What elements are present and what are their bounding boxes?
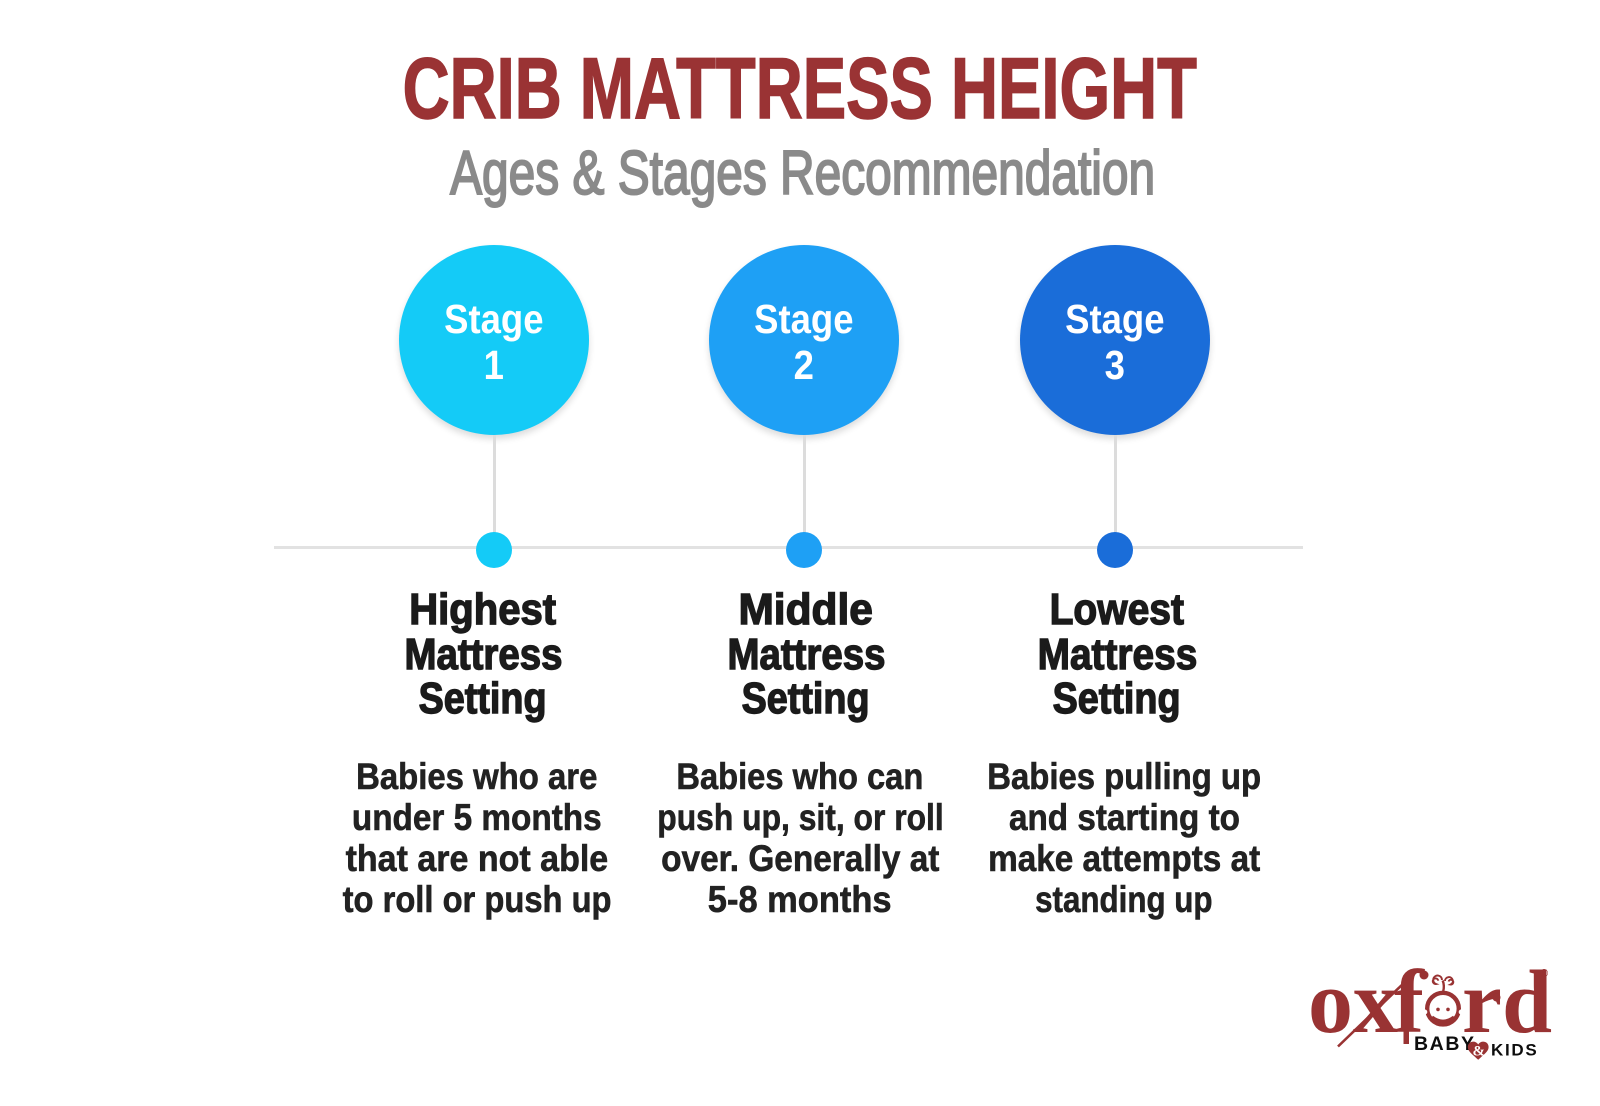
svg-text:KIDS: KIDS [1491, 1041, 1538, 1060]
svg-text:rd: rd [1462, 953, 1552, 1052]
svg-text:BABY: BABY [1414, 1033, 1476, 1055]
svg-text:f: f [1394, 953, 1425, 1052]
svg-text:&: & [1473, 1044, 1486, 1060]
svg-text:®: ® [1540, 968, 1548, 980]
